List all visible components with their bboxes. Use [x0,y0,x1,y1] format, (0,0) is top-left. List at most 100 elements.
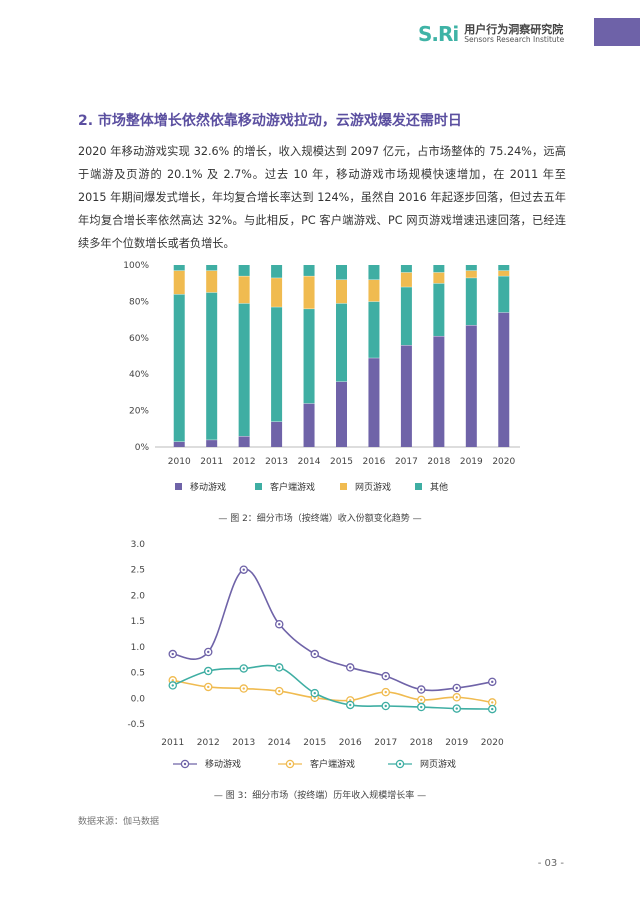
x-tick-label: 2019 [445,738,468,748]
x-tick-label: 2012 [197,738,220,748]
x-tick-label: 2014 [298,457,321,467]
bar-segment [303,275,315,309]
bar-segment [206,265,218,271]
bar-segment [271,265,283,278]
stacked-bar-chart: 0% 20% 40% 60% 80% 100% 2010 2011 2012 2013 2014 20… [123,261,520,493]
logo: S.Ri 用户行为洞察研究院 Sensors Research Institut… [418,20,564,48]
data-point-center [349,666,352,669]
bar-segment [400,272,412,287]
data-point-center [278,689,281,693]
bar-segment [433,265,445,273]
data-point-center [491,701,494,704]
page-number: - 03 - [537,858,564,869]
legend-label: 网页游戏 [420,758,456,770]
bar-segment [303,403,315,447]
x-tick-label: 2015 [303,738,326,748]
data-point-center [278,623,281,626]
data-point-center [349,703,352,707]
bar-segment [465,270,477,278]
y-tick-label: 2.5 [131,566,145,576]
x-tick-label: 2020 [492,457,515,467]
legend-swatch [415,483,422,490]
bar-segment [465,325,477,447]
y-tick-label: 2.0 [131,591,146,601]
bar-segment [238,275,250,304]
data-point-center [242,687,245,690]
logo-en: Sensors Research Institute [464,34,565,44]
y-tick-label: -0.5 [127,720,145,730]
bar-segment [336,303,347,382]
data-point-center [384,674,387,678]
bar-segment [238,303,250,437]
logo-cn: 用户行为洞察研究院 [464,22,564,36]
y-tick-label: 40% [129,370,149,380]
data-point-center [171,652,174,656]
x-tick-label: 2016 [363,457,386,467]
data-source: 数据来源：伽马数据 [78,817,160,827]
bar-segment [368,279,380,302]
data-point-center [455,686,458,690]
y-tick-label: 100% [123,261,149,271]
x-tick-label: 2013 [232,738,255,748]
legend-marker-center [398,762,402,766]
bar-segment [206,270,218,293]
data-point-center [384,690,387,694]
data-point-center [207,650,210,654]
bar-segment [303,265,315,276]
bar-segment [498,312,510,447]
bar-segment [465,265,477,271]
data-point-center [171,679,174,682]
bar-segment [271,421,283,447]
legend-label: 移动游戏 [190,481,226,493]
bar-segment [173,294,185,442]
bar-segment [173,270,185,295]
bar-segment [400,286,412,346]
x-tick-label: 2014 [268,738,291,748]
data-point-center [207,669,210,673]
bar-segment [368,357,380,447]
bar-segment [238,436,250,447]
bar-segment [433,335,445,447]
legend-label: 移动游戏 [205,758,241,770]
data-point-center [420,698,423,702]
x-tick-label: 2010 [168,457,191,467]
legend-marker-center [183,762,187,766]
bar-segment [173,441,185,447]
x-tick-label: 2015 [330,457,353,467]
data-point-center [171,684,174,687]
bar-segment [433,272,445,284]
bar-segment [400,265,412,273]
section-title: 2. 市场整体增长依然依靠移动游戏拉动，云游戏爆发还需时日 [78,113,462,129]
legend-label: 客户端游戏 [270,481,315,493]
bar-segment [368,301,380,358]
series-line [172,679,493,704]
bar-segment [368,265,380,280]
bar-segment [400,345,412,447]
bar-segment [336,381,347,447]
body-paragraph: 2020 年移动游戏实现 32.6% 的增长，收入规模达到 2097 亿元，占市… [78,145,566,250]
bar-segment [498,270,510,276]
legend-swatch [340,483,347,490]
y-tick-label: 0.0 [131,694,146,704]
y-tick-label: 60% [129,334,149,344]
y-tick-label: 0.5 [131,669,145,679]
bar-segment [271,306,283,422]
x-tick-label: 2017 [395,457,418,467]
data-point-center [384,704,387,708]
data-point-center [242,667,245,670]
logo-text: 用户行为洞察研究院 Sensors Research Institute [464,22,565,44]
series-line [172,568,493,692]
data-point-center [420,688,423,691]
x-tick-label: 2013 [265,457,288,467]
x-tick-label: 2017 [374,738,397,748]
x-tick-label: 2018 [410,738,433,748]
header-accent-bar [594,18,640,46]
data-point-center [242,568,245,571]
bar-segment [271,277,283,307]
bar-segment [465,277,477,326]
line-chart: 3.0 2.5 2.0 1.5 1.0 0.5 0.0 -0.5 2011 2012 2013 201… [127,540,504,770]
bar-segment [206,292,218,440]
bar-segment [433,283,445,336]
x-tick-label: 2011 [161,738,184,748]
line-chart-caption: — 图 3：细分市场（按终端）历年收入规模增长率 — [213,791,427,801]
